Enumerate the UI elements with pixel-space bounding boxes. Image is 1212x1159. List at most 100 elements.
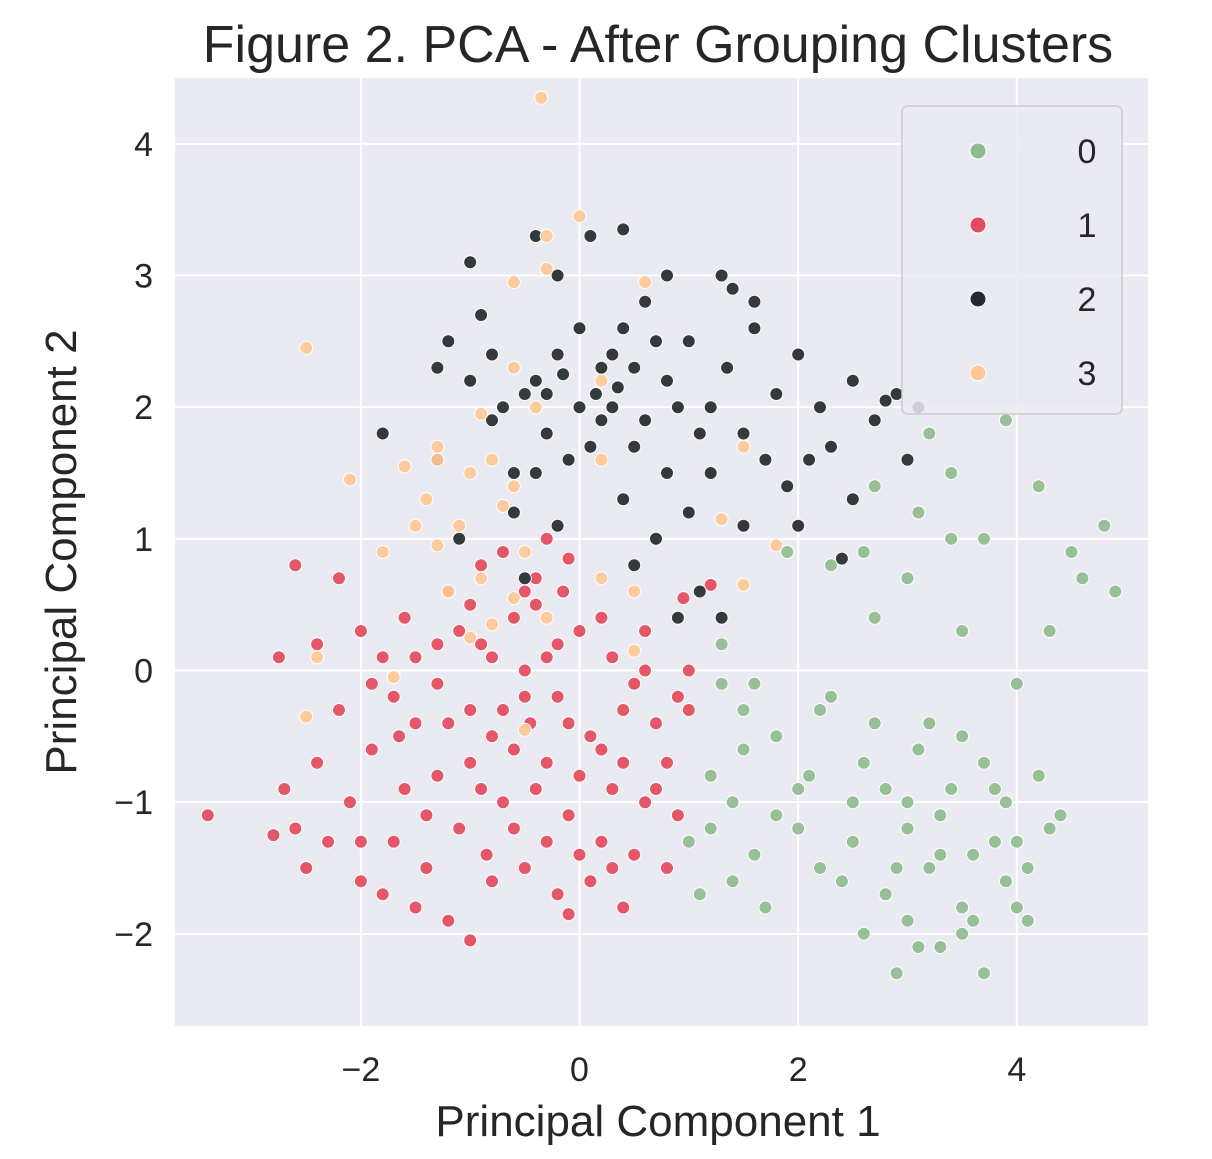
data-point-series-1	[539, 531, 554, 546]
data-point-series-2	[720, 360, 735, 375]
data-point-series-0	[725, 874, 740, 889]
data-point-series-3	[594, 452, 609, 467]
data-point-series-2	[714, 268, 729, 283]
data-point-series-1	[616, 703, 631, 717]
x-axis-label: Principal Component 1	[435, 1097, 880, 1146]
data-point-series-1	[408, 716, 423, 731]
data-point-series-2	[572, 400, 587, 415]
data-point-series-1	[539, 755, 554, 770]
data-point-series-1	[408, 650, 423, 665]
data-point-series-0	[977, 755, 991, 770]
data-point-series-1	[528, 782, 543, 796]
data-point-series-1	[485, 650, 499, 665]
x-tick-label: 2	[789, 1051, 808, 1089]
data-point-series-1	[561, 551, 576, 566]
data-point-series-1	[200, 808, 215, 823]
data-point-series-1	[638, 663, 653, 678]
data-point-series-3	[474, 571, 489, 586]
data-point-series-0	[791, 821, 806, 836]
data-point-series-1	[310, 637, 325, 652]
data-point-series-0	[1097, 518, 1112, 533]
data-point-series-1	[452, 624, 467, 638]
x-tick-label: −2	[341, 1051, 380, 1089]
data-point-series-3	[539, 261, 554, 276]
data-point-series-1	[485, 729, 499, 744]
data-point-series-0	[878, 782, 893, 796]
y-axis-label: Principal Component 2	[37, 329, 86, 774]
data-point-series-1	[561, 716, 576, 731]
data-point-series-2	[556, 367, 571, 382]
data-point-series-2	[528, 466, 543, 480]
data-point-series-2	[550, 518, 565, 533]
data-point-series-1	[392, 729, 407, 744]
data-point-series-2	[736, 426, 751, 441]
data-point-series-1	[572, 847, 587, 862]
y-tick-label: 1	[134, 521, 153, 559]
data-point-series-1	[556, 584, 571, 599]
data-point-series-0	[845, 795, 860, 810]
data-point-series-1	[364, 676, 379, 691]
data-point-series-1	[408, 900, 423, 915]
data-point-series-2	[638, 413, 653, 428]
data-point-series-0	[736, 742, 751, 757]
data-point-series-0	[955, 926, 970, 941]
data-point-series-0	[955, 900, 970, 915]
data-point-series-0	[769, 729, 784, 744]
data-point-series-1	[496, 545, 510, 559]
data-point-series-1	[430, 768, 445, 783]
data-point-series-0	[703, 821, 718, 836]
data-point-series-0	[987, 782, 1002, 796]
data-point-series-0	[1053, 808, 1068, 823]
data-point-series-3	[506, 479, 521, 494]
data-point-series-2	[649, 334, 663, 349]
data-point-series-2	[627, 558, 642, 573]
data-point-series-3	[769, 538, 784, 553]
data-point-series-0	[747, 847, 762, 862]
data-point-series-1	[321, 834, 336, 849]
data-point-series-0	[1009, 676, 1024, 691]
data-point-series-1	[670, 808, 685, 823]
data-point-series-3	[463, 630, 478, 645]
data-point-series-2	[463, 255, 478, 270]
data-point-series-3	[496, 498, 510, 513]
data-point-series-3	[474, 406, 489, 421]
data-point-series-1	[703, 577, 718, 592]
data-point-series-0	[714, 637, 729, 652]
data-point-series-2	[452, 531, 467, 546]
data-point-series-2	[517, 387, 532, 401]
data-point-series-1	[616, 900, 631, 915]
data-point-series-0	[867, 479, 882, 494]
data-point-series-2	[714, 610, 729, 625]
data-point-series-0	[900, 795, 915, 810]
data-point-series-1	[676, 591, 691, 606]
legend-marker	[969, 290, 987, 308]
data-point-series-1	[353, 624, 368, 638]
data-point-series-1	[583, 729, 598, 744]
data-point-series-1	[506, 610, 521, 625]
data-point-series-1	[386, 689, 401, 704]
data-point-series-1	[419, 861, 434, 875]
y-tick-label: −1	[114, 784, 153, 822]
data-point-series-3	[506, 275, 521, 290]
data-point-series-0	[681, 834, 696, 849]
legend-label: 3	[1078, 355, 1097, 393]
data-point-series-1	[266, 828, 281, 843]
data-point-series-3	[419, 492, 434, 507]
data-point-series-2	[769, 387, 784, 401]
data-point-series-1	[550, 887, 565, 902]
y-tick-label: 2	[134, 389, 153, 427]
data-point-series-2	[660, 268, 674, 283]
data-point-series-1	[506, 821, 521, 836]
data-point-series-1	[397, 782, 412, 796]
data-point-series-1	[485, 874, 499, 889]
data-point-series-2	[824, 439, 838, 454]
data-point-series-3	[375, 545, 390, 559]
data-point-series-0	[834, 874, 849, 889]
data-point-series-1	[310, 755, 325, 770]
data-points	[200, 90, 1123, 981]
data-point-series-2	[845, 492, 860, 507]
data-point-series-3	[638, 275, 653, 290]
data-point-series-1	[681, 703, 696, 717]
data-point-series-2	[692, 426, 707, 441]
data-point-series-3	[408, 518, 423, 533]
